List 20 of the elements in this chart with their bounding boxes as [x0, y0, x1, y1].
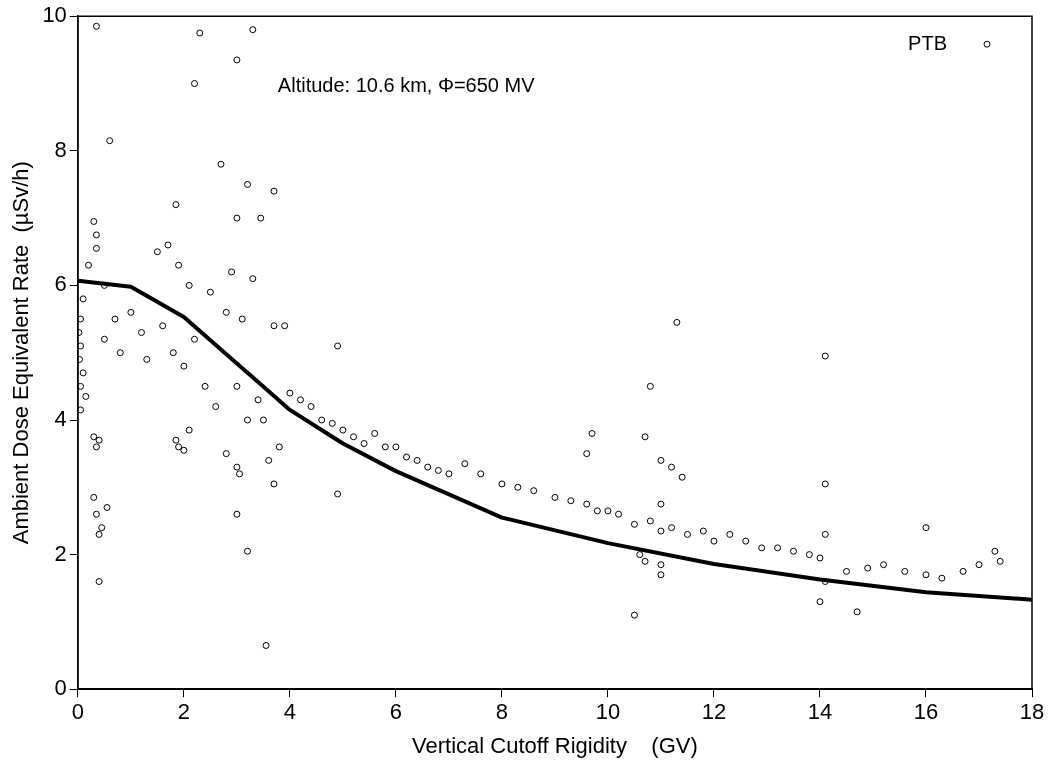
y-tick-label: 10	[42, 2, 67, 28]
y-tick-label: 2	[54, 540, 67, 566]
x-axis-title: Vertical Cutoff Rigidity (GV)	[412, 732, 698, 758]
y-tick-label: 4	[54, 406, 67, 432]
x-tick-label: 6	[389, 699, 403, 725]
x-tick-label: 12	[701, 699, 727, 725]
x-tick-label: 10	[595, 699, 621, 725]
legend-label: PTB	[908, 31, 947, 54]
y-tick-label: 6	[54, 271, 67, 297]
annotation: Altitude: 10.6 km, Φ=650 MV	[277, 73, 536, 96]
x-tick-label: 8	[495, 699, 509, 725]
y-tick-label: 8	[54, 136, 67, 162]
x-tick-label: 4	[283, 699, 297, 725]
x-tick-label: 0	[71, 699, 84, 725]
x-tick-label: 2	[177, 699, 191, 725]
x-tick-label: 18	[1019, 699, 1045, 725]
y-axis-title: Ambient Dose Equivalent Rate (µSv/h)	[8, 161, 34, 545]
y-tick-label: 0	[54, 675, 67, 701]
x-tick-label: 14	[807, 699, 833, 725]
x-tick-label: 16	[913, 699, 939, 725]
